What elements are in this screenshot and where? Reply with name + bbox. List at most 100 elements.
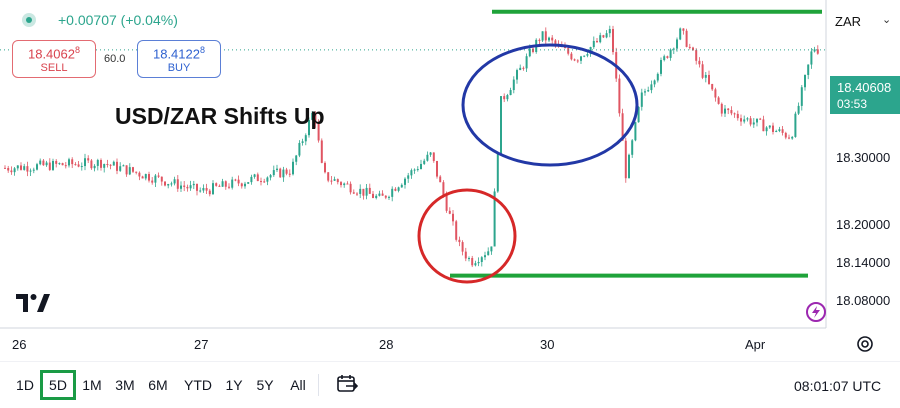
price-chart[interactable] xyxy=(0,0,900,362)
range-1y-button[interactable]: 1Y xyxy=(225,377,243,393)
candle-body-47 xyxy=(154,175,157,183)
flash-icon[interactable] xyxy=(806,302,826,322)
candle-body-94 xyxy=(304,135,307,142)
candle-body-188 xyxy=(605,33,608,38)
y-axis-label: 18.14000 xyxy=(836,255,891,270)
candle-body-7 xyxy=(26,166,29,172)
range-all-button[interactable]: All xyxy=(290,377,306,393)
candle-body-127 xyxy=(410,170,413,176)
candle-body-192 xyxy=(618,78,621,114)
candle-body-186 xyxy=(599,35,602,43)
candle-body-235 xyxy=(756,118,758,123)
range-1m-button[interactable]: 1M xyxy=(82,377,102,393)
candle-body-184 xyxy=(592,40,595,48)
range-5d-button[interactable]: 5D xyxy=(40,370,76,400)
candle-body-139 xyxy=(448,210,451,214)
range-ytd-button[interactable]: YTD xyxy=(184,377,212,393)
calendar-compare-icon[interactable] xyxy=(336,373,358,395)
candle-body-237 xyxy=(762,119,765,132)
candle-body-26 xyxy=(87,158,90,161)
utc-clock[interactable]: 08:01:07 UTC xyxy=(794,378,882,394)
candle-body-30 xyxy=(100,160,102,168)
candle-body-103 xyxy=(333,179,336,181)
candle-body-218 xyxy=(701,64,704,78)
candle-body-50 xyxy=(164,181,166,186)
y-axis-label: 18.20000 xyxy=(836,217,891,232)
sell-button[interactable]: 18.40628 SELL xyxy=(12,40,96,78)
candle-body-203 xyxy=(653,80,656,85)
candle-body-201 xyxy=(647,90,650,92)
candle-body-193 xyxy=(621,113,624,141)
range-5y-button[interactable]: 5Y xyxy=(256,377,274,393)
candle-body-125 xyxy=(404,178,406,185)
candle-body-86 xyxy=(279,168,282,178)
candle-body-242 xyxy=(778,129,781,132)
range-3m-button[interactable]: 3M xyxy=(115,377,135,393)
candle-body-24 xyxy=(80,166,83,168)
candle-body-238 xyxy=(765,127,768,132)
candle-body-3 xyxy=(13,168,16,173)
candle-body-85 xyxy=(276,168,278,171)
goto-date-icon[interactable] xyxy=(855,334,875,354)
candle-body-124 xyxy=(400,184,403,188)
candle-body-164 xyxy=(528,48,531,57)
candle-body-96 xyxy=(311,112,314,120)
candle-body-171 xyxy=(551,37,554,41)
candle-body-137 xyxy=(442,182,445,196)
candle-body-130 xyxy=(420,163,422,170)
candle-body-200 xyxy=(644,91,646,93)
candle-body-136 xyxy=(439,176,442,183)
candle-body-161 xyxy=(519,67,522,71)
candle-body-78 xyxy=(253,174,256,177)
candle-body-23 xyxy=(77,164,80,167)
candle-body-140 xyxy=(452,213,454,222)
candle-body-11 xyxy=(39,160,42,165)
candle-body-217 xyxy=(698,60,701,65)
candle-body-27 xyxy=(90,160,93,169)
candle-body-101 xyxy=(327,172,330,181)
candle-body-58 xyxy=(189,185,192,189)
candle-body-115 xyxy=(372,193,374,198)
candle-body-153 xyxy=(493,191,496,247)
candle-body-123 xyxy=(397,187,400,191)
y-axis-label: 18.08000 xyxy=(836,293,891,308)
symbol-select[interactable]: ZAR ⌄ xyxy=(826,4,898,36)
candle-body-179 xyxy=(576,60,579,62)
candle-body-145 xyxy=(468,258,470,260)
candle-body-185 xyxy=(596,40,598,43)
candle-body-59 xyxy=(192,183,195,186)
candle-body-177 xyxy=(570,53,573,60)
candle-body-243 xyxy=(781,129,784,133)
candle-body-25 xyxy=(84,158,86,167)
candle-body-202 xyxy=(650,84,653,91)
footer-toolbar: 1D 5D 1M 3M 6M YTD 1Y 5Y All 08:01:07 UT… xyxy=(0,362,900,408)
candle-body-109 xyxy=(352,192,355,194)
x-axis-label: Apr xyxy=(745,337,766,352)
sell-price: 18.40628 xyxy=(13,45,95,61)
candle-body-108 xyxy=(349,183,352,193)
candle-body-226 xyxy=(727,108,730,111)
candle-body-133 xyxy=(429,152,432,155)
candle-body-98 xyxy=(317,123,320,141)
candle-body-205 xyxy=(660,60,662,74)
buy-button[interactable]: 18.41228 BUY xyxy=(137,40,221,78)
candle-body-162 xyxy=(522,67,525,69)
candle-body-249 xyxy=(800,87,803,106)
candle-body-104 xyxy=(336,179,339,183)
candle-body-159 xyxy=(512,79,515,91)
candle-body-254 xyxy=(816,49,819,54)
candle-body-40 xyxy=(132,167,134,172)
candle-body-93 xyxy=(301,141,304,143)
candle-body-17 xyxy=(58,163,61,165)
candle-body-44 xyxy=(144,174,147,179)
candle-body-102 xyxy=(330,180,333,182)
tradingview-logo-icon[interactable] xyxy=(16,292,50,314)
range-1d-button[interactable]: 1D xyxy=(16,377,34,393)
candle-body-181 xyxy=(583,55,586,57)
symbol-chevron-icon: ⌄ xyxy=(882,14,892,26)
candle-body-151 xyxy=(487,251,490,256)
candle-body-197 xyxy=(634,122,637,141)
range-6m-button[interactable]: 6M xyxy=(148,377,168,393)
candle-body-147 xyxy=(474,263,477,266)
candle-body-71 xyxy=(231,179,234,188)
